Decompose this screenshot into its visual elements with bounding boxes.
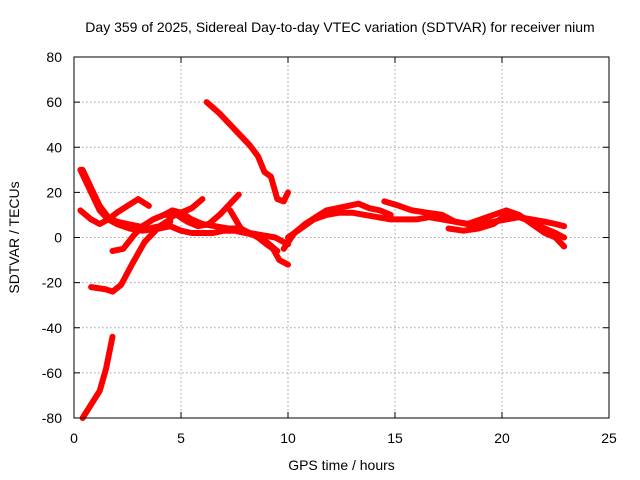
y-tick-label: 80	[46, 49, 62, 65]
x-tick-label: 10	[280, 430, 296, 446]
series-layer	[80, 102, 564, 418]
y-tick-label: -20	[42, 275, 62, 291]
series-arc-2	[91, 222, 170, 292]
y-axis-label: SDTVAR / TECUs	[6, 181, 22, 293]
series-arc-9	[207, 102, 288, 201]
tick-labels: 0 5 10 15 20 25 -80 -60 -40 -20 0 20 40 60 80	[42, 49, 617, 446]
y-tick-label: 20	[46, 184, 62, 200]
y-tick-label: 40	[46, 139, 62, 155]
y-tick-label: -40	[42, 320, 62, 336]
x-tick-label: 25	[601, 430, 617, 446]
y-tick-label: 0	[54, 230, 62, 246]
sdtvar-line-chart: Day 359 of 2025, Sidereal Day-to-day VTE…	[0, 0, 640, 480]
y-tick-label: -80	[42, 410, 62, 426]
x-tick-label: 20	[494, 430, 510, 446]
y-tick-label: 60	[46, 94, 62, 110]
chart-title: Day 359 of 2025, Sidereal Day-to-day VTE…	[85, 19, 594, 35]
x-axis-label: GPS time / hours	[288, 457, 395, 473]
x-tick-label: 15	[387, 430, 403, 446]
grid-lines	[74, 57, 609, 418]
y-tick-label: -60	[42, 365, 62, 381]
x-tick-label: 5	[177, 430, 185, 446]
series-arc-1	[83, 337, 113, 418]
x-tick-label: 0	[70, 430, 78, 446]
